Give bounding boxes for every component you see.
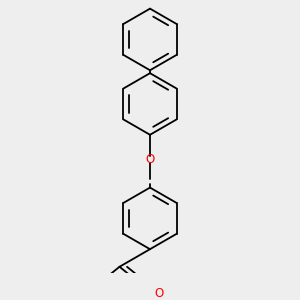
Text: O: O [146,153,154,166]
Text: O: O [154,287,164,300]
